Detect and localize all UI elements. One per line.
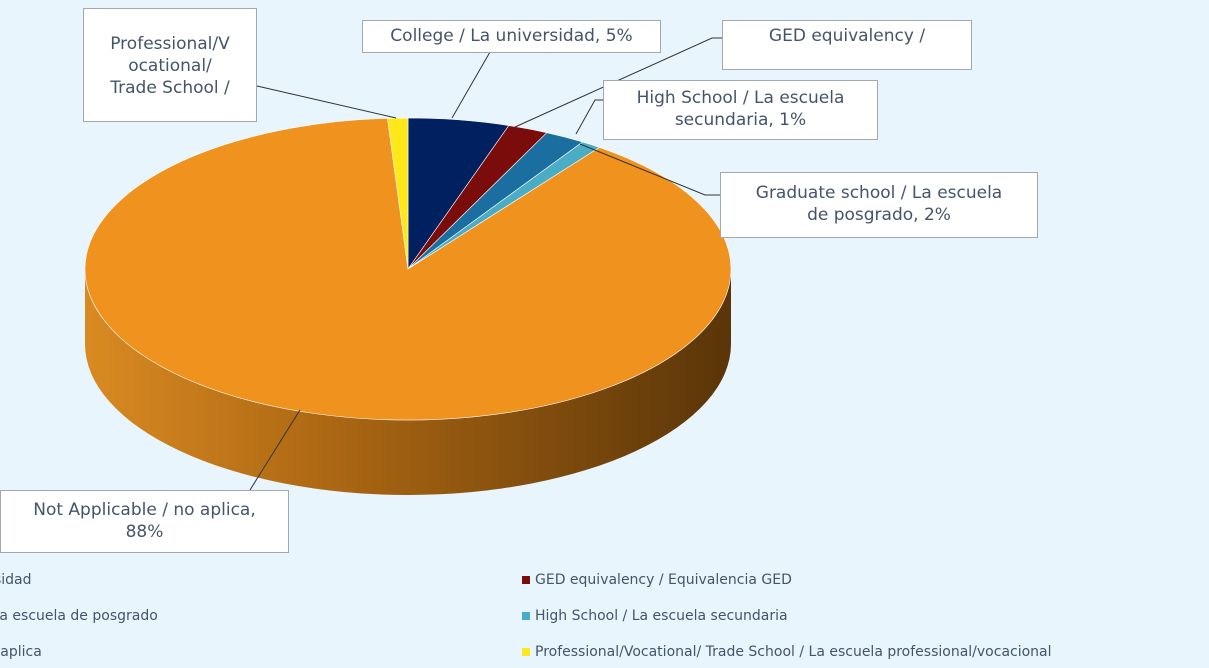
pie-sides xyxy=(85,269,731,495)
leader-lines xyxy=(249,37,722,491)
legend-label: College / La universidad xyxy=(0,572,32,588)
legend-label: Professional/Vocational/ Trade School / … xyxy=(535,644,1052,660)
data-label: GED equivalency / xyxy=(722,20,972,70)
slice-side xyxy=(85,269,731,495)
leader-line xyxy=(575,99,603,135)
data-label: Not Applicable / no aplica, 88% xyxy=(0,490,289,553)
legend-swatch xyxy=(522,576,530,584)
pie-slice xyxy=(84,117,732,421)
legend-label: Not Applicable / no aplica xyxy=(0,644,42,660)
data-label: College / La universidad, 5% xyxy=(362,20,661,53)
legend-label: GED equivalency / Equivalencia GED xyxy=(535,572,792,588)
legend-label: Graduate school / La escuela de posgrado xyxy=(0,608,158,624)
leader-line xyxy=(451,51,491,119)
legend-label: High School / La escuela secundaria xyxy=(535,608,788,624)
data-label: Graduate school / La escuela de posgrado… xyxy=(720,172,1038,238)
legend-swatch xyxy=(522,648,530,656)
legend: College / La universidad GED equivalency … xyxy=(0,572,1052,660)
pie-slice xyxy=(387,117,409,270)
data-label: High School / La escuela secundaria, 1% xyxy=(603,80,878,140)
leader-line xyxy=(256,85,397,119)
pie-top xyxy=(84,117,732,421)
leader-line xyxy=(514,37,722,128)
leader-line xyxy=(249,409,301,491)
legend-swatch xyxy=(522,612,530,620)
data-label: Professional/V ocational/ Trade School / xyxy=(83,8,257,122)
leader-line xyxy=(579,143,720,196)
